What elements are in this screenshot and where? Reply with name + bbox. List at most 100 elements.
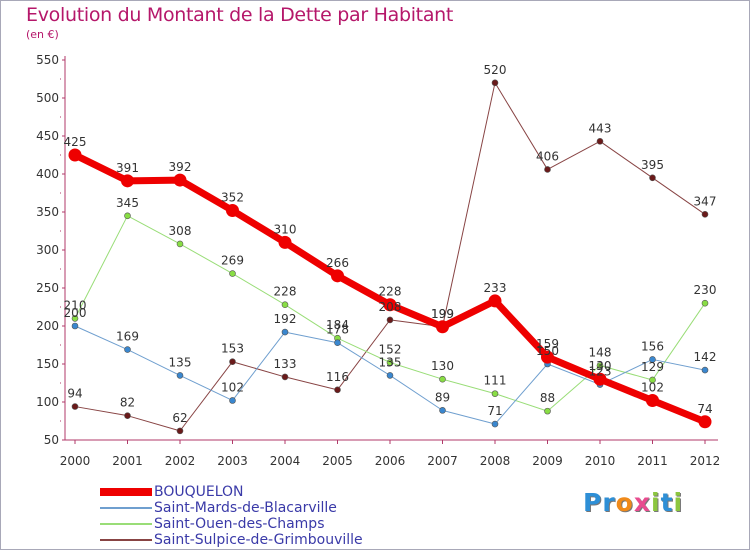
data-label: 159 bbox=[536, 337, 559, 351]
data-point bbox=[491, 79, 499, 87]
y-tick-label: 350 bbox=[36, 205, 59, 219]
data-point bbox=[701, 299, 709, 307]
data-point bbox=[649, 356, 656, 363]
legend-label: Saint-Sulpice-de-Grimbouville bbox=[154, 532, 363, 548]
data-point bbox=[646, 393, 659, 407]
data-point bbox=[334, 386, 341, 394]
data-label: 391 bbox=[116, 161, 139, 175]
data-label: 111 bbox=[484, 374, 507, 388]
data-point bbox=[281, 373, 289, 381]
data-point bbox=[649, 174, 656, 182]
x-tick-label: 2011 bbox=[637, 454, 668, 468]
data-label: 89 bbox=[435, 390, 450, 404]
data-label: 169 bbox=[116, 330, 139, 344]
data-label: 266 bbox=[326, 256, 349, 270]
logo-letter: i bbox=[673, 488, 684, 517]
data-label: 148 bbox=[589, 346, 612, 360]
data-point bbox=[541, 350, 554, 364]
x-tick-label: 2001 bbox=[112, 454, 143, 468]
data-point bbox=[124, 346, 131, 353]
x-tick-label: 2008 bbox=[480, 454, 511, 468]
data-label: 142 bbox=[694, 350, 717, 364]
data-label: 310 bbox=[274, 222, 297, 236]
data-point bbox=[491, 420, 499, 428]
data-label: 308 bbox=[169, 224, 192, 238]
data-label: 395 bbox=[641, 158, 664, 172]
data-point bbox=[383, 298, 397, 312]
data-label: 520 bbox=[484, 63, 507, 77]
y-tick-label: 250 bbox=[36, 281, 59, 295]
proxiti-logo: Proxiti bbox=[583, 488, 683, 517]
data-point bbox=[281, 328, 289, 336]
data-label: 94 bbox=[67, 387, 82, 401]
y-tick-label: 100 bbox=[36, 395, 59, 409]
legend-swatch bbox=[100, 539, 152, 541]
data-label: 184 bbox=[326, 318, 349, 332]
data-label: 199 bbox=[431, 307, 454, 321]
chart-subtitle: (en €) bbox=[26, 28, 59, 41]
data-point bbox=[229, 397, 236, 404]
data-point bbox=[71, 315, 79, 322]
data-label: 208 bbox=[379, 300, 402, 314]
data-point bbox=[439, 375, 446, 383]
y-tick-label: 400 bbox=[36, 167, 59, 181]
logo-letter: P bbox=[583, 488, 603, 517]
data-label: 88 bbox=[540, 391, 555, 405]
logo-letter: r bbox=[602, 488, 616, 517]
data-label: 392 bbox=[169, 160, 192, 174]
data-label: 425 bbox=[64, 135, 87, 149]
data-label: 228 bbox=[274, 285, 297, 299]
data-label: 130 bbox=[431, 359, 454, 373]
data-label: 116 bbox=[326, 370, 349, 384]
data-point bbox=[124, 212, 131, 220]
legend-label: Saint-Ouen-des-Champs bbox=[154, 516, 325, 532]
x-tick-label: 2004 bbox=[270, 454, 301, 468]
data-label: 199 bbox=[431, 307, 454, 321]
legend-swatch bbox=[100, 488, 152, 496]
y-tick-label: 200 bbox=[36, 319, 59, 333]
data-point bbox=[488, 294, 502, 308]
data-label: 200 bbox=[64, 306, 87, 320]
data-label: 345 bbox=[116, 196, 139, 210]
chart-title: Evolution du Montant de la Dette par Hab… bbox=[26, 4, 454, 26]
data-point bbox=[701, 366, 709, 374]
data-label: 352 bbox=[221, 190, 244, 204]
logo-letter: o bbox=[615, 488, 634, 517]
legend-swatch bbox=[100, 507, 152, 509]
y-tick-label: 500 bbox=[36, 91, 59, 105]
data-point bbox=[544, 166, 551, 173]
data-label: 82 bbox=[120, 396, 135, 410]
data-label: 269 bbox=[221, 254, 244, 268]
y-tick-label: 300 bbox=[36, 243, 59, 257]
data-label: 347 bbox=[694, 194, 717, 208]
data-label: 156 bbox=[641, 339, 664, 353]
data-point bbox=[386, 316, 394, 324]
data-point bbox=[386, 359, 394, 366]
data-point bbox=[281, 301, 289, 309]
y-tick-label: 150 bbox=[36, 357, 59, 371]
data-label: 102 bbox=[641, 380, 664, 394]
data-label: 133 bbox=[274, 357, 297, 371]
logo-letter: x bbox=[633, 488, 651, 517]
data-label: 178 bbox=[326, 323, 349, 337]
x-tick-label: 2009 bbox=[532, 454, 563, 468]
data-label: 129 bbox=[641, 360, 664, 374]
data-point bbox=[439, 407, 446, 414]
data-point bbox=[71, 322, 79, 330]
data-label: 62 bbox=[172, 411, 187, 425]
logo-letter: i bbox=[651, 488, 661, 517]
data-point bbox=[124, 412, 131, 419]
data-label: 135 bbox=[169, 355, 192, 369]
data-label: 153 bbox=[221, 342, 244, 356]
data-label: 406 bbox=[536, 149, 559, 163]
x-tick-label: 2012 bbox=[690, 454, 721, 468]
data-label: 228 bbox=[379, 285, 402, 299]
data-point bbox=[229, 270, 236, 277]
data-point bbox=[173, 173, 187, 187]
data-point bbox=[544, 407, 551, 415]
x-tick-label: 2006 bbox=[375, 454, 406, 468]
x-tick-label: 2010 bbox=[585, 454, 616, 468]
data-point bbox=[593, 372, 607, 386]
data-label: 152 bbox=[379, 342, 402, 356]
